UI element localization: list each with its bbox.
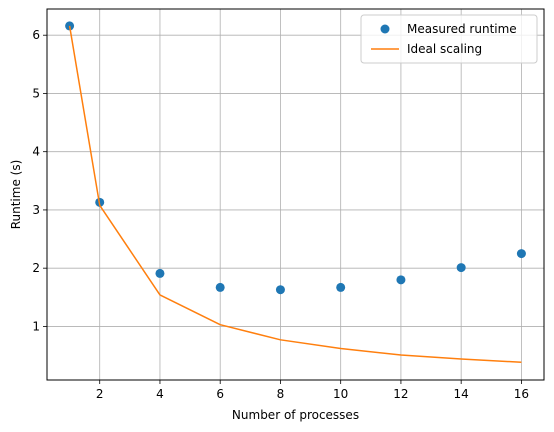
y-tick-label: 6 [32,28,40,42]
measured-runtime-point [516,249,526,259]
ideal-scaling-line [68,25,522,363]
measured-runtime-point [155,268,165,278]
x-axis-label: Number of processes [232,408,359,422]
x-tick-label: 16 [514,387,529,401]
x-tick-label: 8 [277,387,285,401]
y-axis-label: Runtime (s) [9,160,23,230]
x-tick-label: 14 [454,387,469,401]
x-tick-label: 6 [216,387,224,401]
measured-runtime-point [215,282,225,292]
measured-runtime-point [336,282,346,292]
measured-runtime-point [396,275,406,285]
x-tick-label: 4 [156,387,164,401]
x-tick-label: 10 [333,387,348,401]
y-tick-label: 4 [32,145,40,159]
grid [47,9,544,380]
series-layer [65,21,526,363]
y-tick-label: 1 [32,319,40,333]
legend: Measured runtime Ideal scaling [360,14,538,64]
legend-frame [360,14,538,64]
y-tick-label: 5 [32,86,40,100]
legend-label: Measured runtime [407,22,517,36]
measured-runtime-point [275,285,285,295]
legend-marker-swatch [380,24,390,34]
x-tick-label: 2 [96,387,104,401]
y-tick-label: 3 [32,203,40,217]
measured-runtime-point [456,263,466,273]
y-tick-label: 2 [32,261,40,275]
axes-frame [46,8,545,381]
legend-label: Ideal scaling [407,42,482,56]
x-tick-label: 12 [393,387,408,401]
